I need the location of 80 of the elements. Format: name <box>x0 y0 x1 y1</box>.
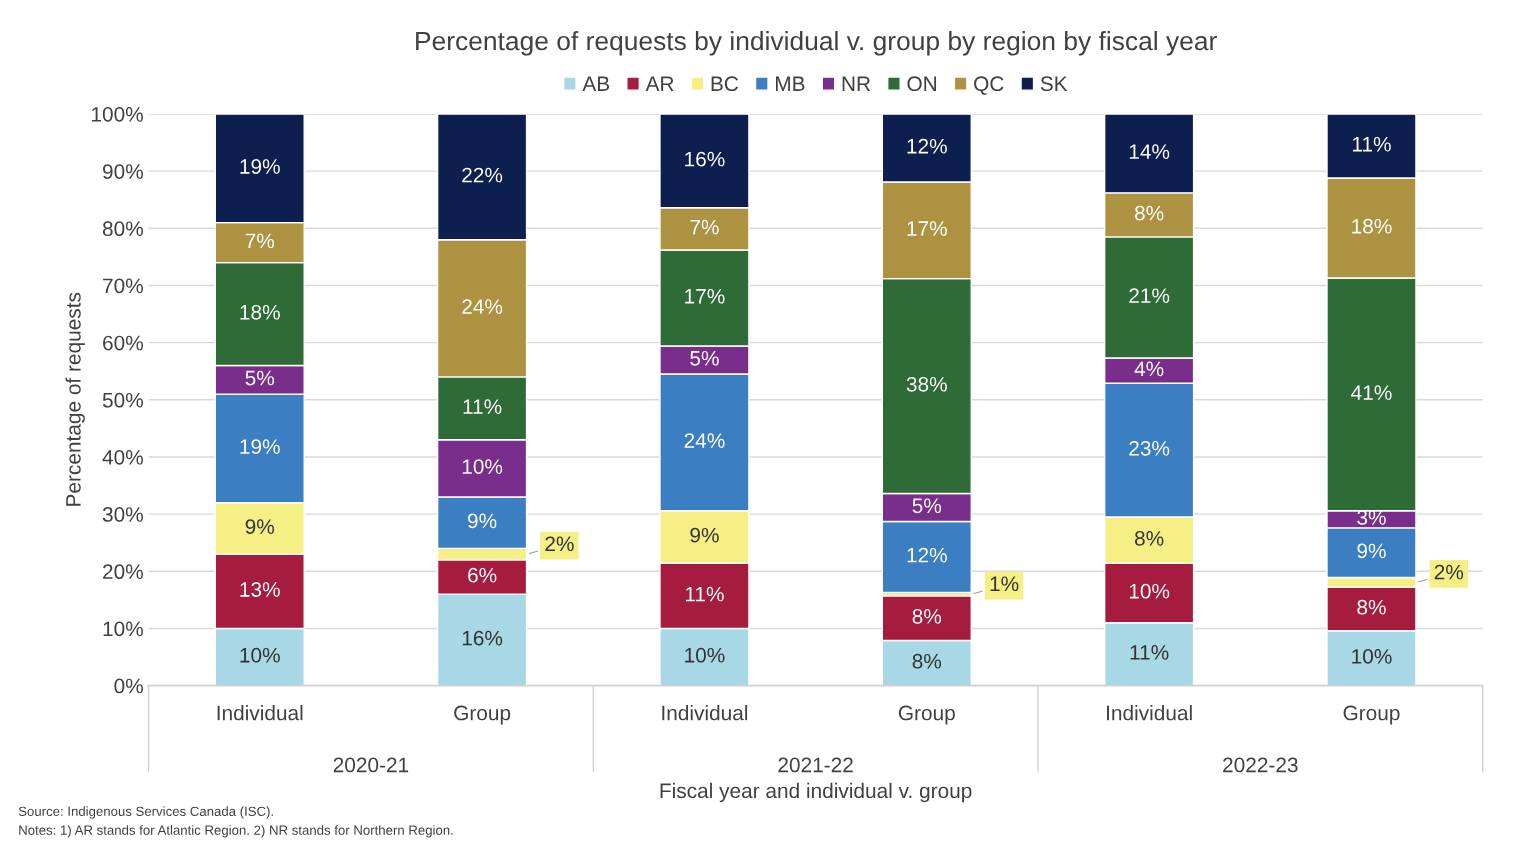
data-label: 11% <box>1130 645 1169 660</box>
data-label: 11% <box>1352 136 1391 152</box>
text: 2020-21 <box>333 757 409 773</box>
data-label: 19% <box>240 159 280 174</box>
x-tick-label: Individual <box>662 705 748 721</box>
data-label: 9% <box>690 527 719 543</box>
y-axis-title: Percentage of requests <box>65 292 85 506</box>
data-label: 4% <box>1134 361 1164 377</box>
data-label: 16% <box>685 151 725 167</box>
data-label: 19% <box>240 439 280 454</box>
data-label: 8% <box>1357 599 1386 615</box>
data-label: 24% <box>684 433 725 448</box>
x-tick-label: Group <box>454 705 511 725</box>
data-label: 11% <box>685 586 724 602</box>
data-label: 23% <box>1129 440 1170 456</box>
legend-label: QC <box>974 76 1004 95</box>
data-label: 22% <box>462 167 503 183</box>
x-tick-label: Group <box>1343 705 1400 725</box>
data-label: 1% <box>990 576 1019 592</box>
y-tick-label: 90% <box>102 164 143 179</box>
data-label: 8% <box>1134 530 1164 546</box>
data-label: 14% <box>1129 144 1170 159</box>
x-tick-label: Group <box>898 705 955 725</box>
data-label: 18% <box>1352 218 1392 234</box>
legend-label: AR <box>645 76 674 91</box>
x-axis-title: Fiscal year and individual v. group <box>660 782 972 803</box>
data-label: 2% <box>1434 564 1464 580</box>
y-tick-label: 40% <box>102 449 143 465</box>
legend-label: BC <box>711 76 739 92</box>
data-label: 7% <box>245 233 275 249</box>
legend-label: ON <box>907 76 937 92</box>
y-tick-label: 60% <box>103 335 143 351</box>
data-label: 10% <box>685 647 725 663</box>
data-label: 2% <box>545 536 574 552</box>
data-label: 10% <box>462 459 503 474</box>
data-label: 13% <box>240 582 280 597</box>
y-tick-label: 10% <box>103 621 143 637</box>
data-label: 8% <box>912 653 942 669</box>
chart-title: Percentage of requests by individual v. group by region by fiscal year <box>416 30 1217 56</box>
data-label: 17% <box>907 221 947 236</box>
legend-label: SK <box>1040 76 1068 92</box>
data-label: 21% <box>1129 288 1170 303</box>
legend-label: MB <box>776 76 805 91</box>
data-label: 12% <box>907 547 947 563</box>
data-label: 10% <box>1352 649 1392 664</box>
y-tick-label: 80% <box>102 221 143 237</box>
x-tick-label: Individual <box>1107 705 1192 721</box>
data-label: 12% <box>907 138 947 154</box>
data-label: 10% <box>1129 583 1170 599</box>
legend-label: AB <box>582 76 610 91</box>
data-label: 9% <box>245 519 275 534</box>
data-label: 8% <box>912 608 942 624</box>
data-label: 24% <box>462 299 503 314</box>
data-label: 41% <box>1351 385 1392 400</box>
data-label: 9% <box>1357 543 1386 559</box>
data-label: 7% <box>690 219 719 235</box>
data-label: 11% <box>463 399 502 414</box>
text: 2022-23 <box>1223 757 1298 773</box>
x-tick-label: Individual <box>217 705 303 721</box>
data-label: 16% <box>462 630 503 646</box>
text: Notes: 1) AR stands for Atlantic Region. 2) NR stands for Northern Region. <box>19 825 453 838</box>
y-tick-label: 50% <box>102 392 143 408</box>
y-tick-label: 70% <box>103 278 143 294</box>
data-label: 5% <box>245 370 275 386</box>
data-label: 5% <box>690 350 719 366</box>
data-label: 10% <box>240 647 280 663</box>
data-label: 17% <box>685 288 725 304</box>
data-label: 38% <box>906 376 947 392</box>
data-label: 18% <box>240 304 280 320</box>
y-tick-label: 30% <box>102 507 143 522</box>
y-tick-label: 20% <box>103 564 143 580</box>
y-tick-label: 0% <box>114 678 143 694</box>
source-note: Source: Indigenous Services Canada (ISC). <box>18 806 273 819</box>
y-tick-label: 100% <box>92 106 143 122</box>
data-label: 9% <box>468 513 497 529</box>
data-label: 6% <box>468 567 497 583</box>
legend-label: NR <box>842 76 871 91</box>
data-label: 8% <box>1134 205 1164 221</box>
text: 2021-22 <box>778 757 853 773</box>
data-label: 5% <box>912 498 942 514</box>
